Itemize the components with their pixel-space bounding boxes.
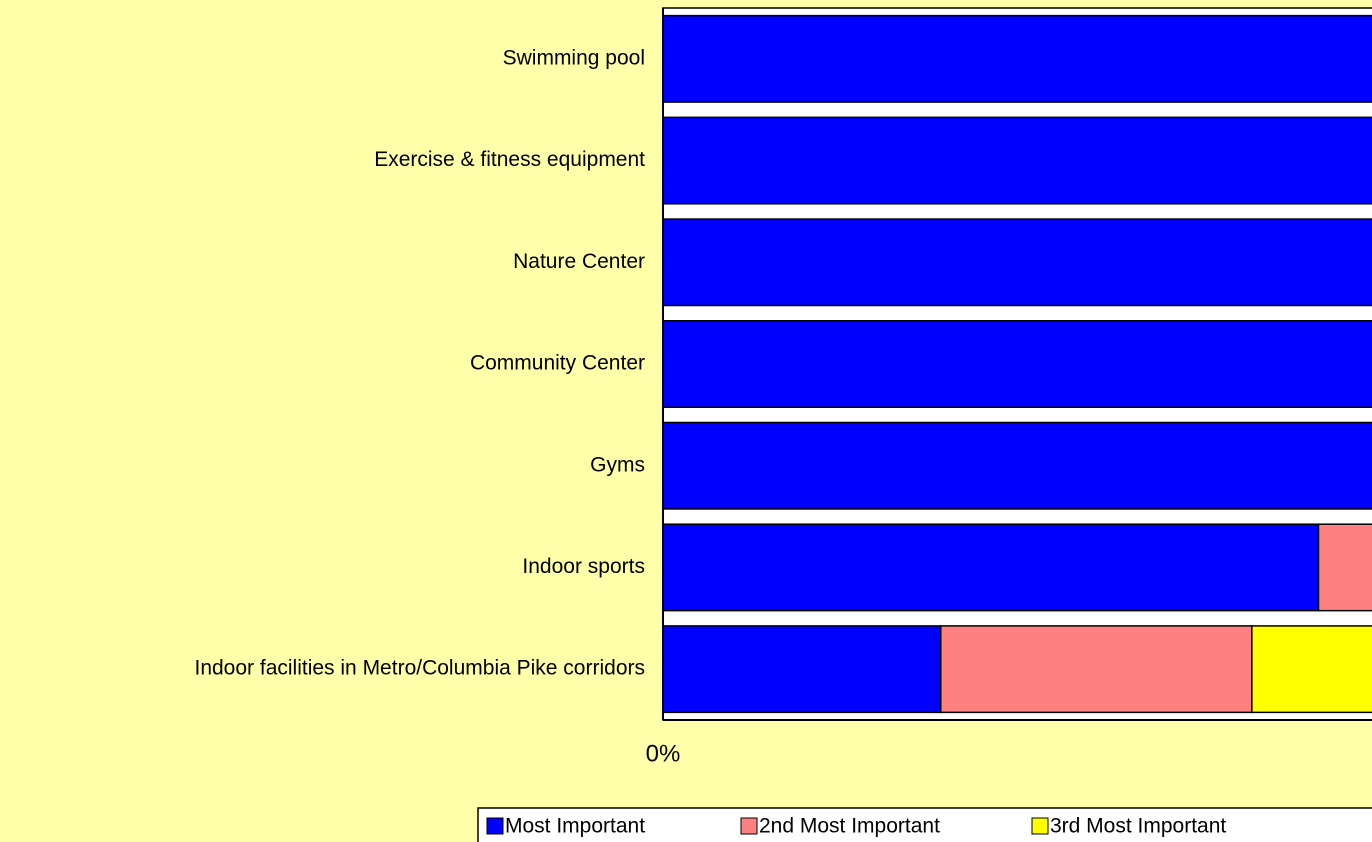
y-tick-label: Swimming pool bbox=[503, 46, 645, 69]
y-tick-label: Indoor sports bbox=[522, 555, 645, 578]
bar-segment bbox=[662, 320, 1372, 408]
x-tick-label: 0% bbox=[646, 740, 681, 767]
bar-segment bbox=[662, 523, 1320, 612]
legend-swatch bbox=[486, 817, 504, 835]
y-tick-label: Indoor facilities in Metro/Columbia Pike… bbox=[194, 657, 645, 680]
legend-label: 3rd Most Important bbox=[1050, 815, 1226, 838]
bar-segment bbox=[1251, 625, 1372, 714]
y-tick-label: Gyms bbox=[590, 453, 645, 476]
bar-segment bbox=[1317, 523, 1372, 612]
bar-segment bbox=[662, 421, 1372, 510]
bar-segment bbox=[662, 218, 1372, 307]
bar-segment bbox=[662, 625, 942, 714]
legend-box bbox=[477, 807, 1372, 842]
bar-segment bbox=[940, 625, 1253, 714]
y-tick-label: Nature Center bbox=[513, 250, 645, 273]
legend-label: Most Important bbox=[505, 815, 645, 838]
y-tick-label: Exercise & fitness equipment bbox=[374, 148, 645, 171]
legend-swatch bbox=[1031, 817, 1049, 835]
bar-segment bbox=[662, 116, 1372, 205]
legend-swatch bbox=[740, 817, 758, 835]
legend-label: 2nd Most Important bbox=[759, 815, 940, 838]
y-tick-label: Community Center bbox=[470, 352, 645, 375]
bar-segment bbox=[662, 14, 1372, 103]
